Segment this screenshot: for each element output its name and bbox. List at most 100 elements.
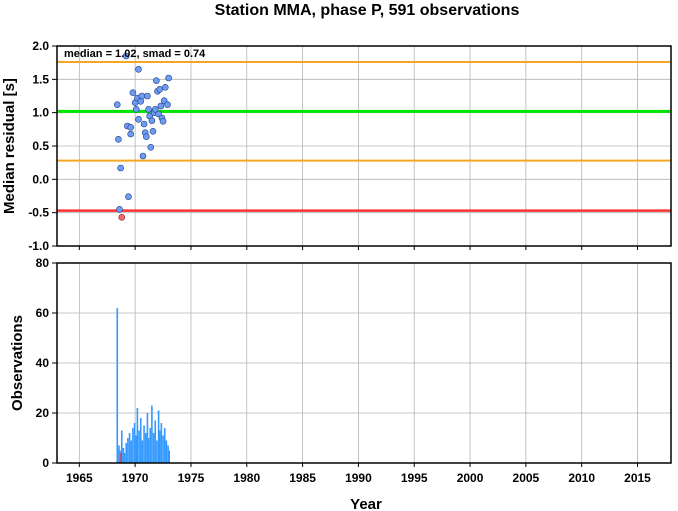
y-tick-label: 40	[36, 356, 50, 370]
residual-point	[145, 106, 152, 113]
residual-point	[157, 102, 165, 110]
median-smad-annotation: median = 1.02, smad = 0.74	[64, 48, 206, 60]
residual-point	[143, 133, 150, 140]
y-tick-label: -0.5	[28, 206, 49, 220]
residual-point	[147, 144, 155, 151]
residual-point	[165, 74, 172, 82]
observations-y-axis-label: Observations	[9, 315, 26, 411]
residual-point	[135, 66, 142, 73]
x-tick-label: 1965	[66, 471, 93, 485]
residual-point	[122, 52, 130, 60]
residual-point	[148, 117, 156, 124]
observation-bar	[123, 453, 126, 463]
observation-bar	[162, 435, 164, 463]
observation-bar	[152, 433, 155, 463]
y-tick-label: 0.5	[32, 139, 49, 153]
observation-bar	[127, 438, 129, 463]
observation-bar	[130, 440, 133, 463]
observation-bar	[144, 433, 147, 463]
y-tick-label: 60	[36, 306, 50, 320]
residual-point	[153, 77, 160, 84]
observation-bar	[149, 428, 152, 463]
year-x-ticks: 1965 1970 1975 1980 1985 1990 1995 2000 2005 2010…	[66, 471, 651, 485]
observation-bar	[128, 433, 131, 463]
observation-bar	[118, 445, 120, 463]
x-tick-label: 1970	[122, 471, 149, 485]
observation-bar	[141, 440, 144, 463]
residual-point	[127, 124, 134, 131]
x-tick-label: 2005	[513, 471, 540, 485]
y-tick-label: 0	[42, 456, 49, 470]
residual-point	[151, 106, 159, 113]
observation-bar	[168, 450, 170, 463]
x-tick-label: 2015	[624, 471, 651, 485]
observation-bar	[125, 443, 128, 463]
observation-bar	[165, 440, 168, 463]
residual-point	[159, 118, 167, 125]
residual-point	[129, 89, 137, 96]
observation-bar	[157, 410, 160, 463]
observation-bar	[116, 308, 119, 463]
residual-point	[116, 206, 123, 213]
residual-point	[161, 84, 169, 91]
x-tick-label: 1990	[345, 471, 372, 485]
x-tick-label: 2000	[457, 471, 484, 485]
observation-bar	[154, 420, 157, 463]
residual-point	[156, 86, 164, 93]
residual-point	[164, 101, 171, 108]
observation-bar	[163, 428, 166, 463]
observation-bar	[135, 435, 138, 463]
residual-point	[127, 130, 134, 138]
residual-point	[137, 98, 145, 105]
x-tick-label: 1980	[233, 471, 260, 485]
observations-bars	[116, 308, 170, 463]
residual-point	[113, 101, 121, 108]
observation-bar	[122, 448, 125, 463]
x-tick-label: 1985	[289, 471, 316, 485]
x-tick-label: 1975	[178, 471, 205, 485]
residual-point	[139, 152, 147, 160]
y-tick-label: 20	[36, 406, 50, 420]
observations-panel: 80 60 40 20 0 1965 1970 1975 1980 1985 1990 1995 20…	[9, 256, 672, 511]
residual-y-ticks: 2.0 1.5 1.0 0.5 0.0 -0.5 -1.0	[28, 39, 57, 253]
y-tick-label: 80	[36, 256, 50, 270]
observation-bar	[151, 405, 153, 463]
residual-point	[140, 120, 148, 128]
residual-point	[132, 106, 140, 113]
observation-bar	[160, 423, 163, 463]
residual-point	[117, 164, 124, 172]
y-tick-label: 1.5	[32, 72, 49, 86]
observation-bar	[147, 438, 150, 463]
y-tick-label: 1.0	[32, 106, 49, 120]
y-tick-label: -1.0	[28, 239, 49, 253]
observation-bar	[139, 418, 142, 463]
residual-points	[113, 52, 172, 221]
chart-title: Station MMA, phase P, 591 observations	[215, 2, 520, 19]
residual-point	[125, 193, 132, 200]
observation-bar	[158, 430, 161, 463]
observation-bar	[156, 440, 158, 463]
outlier-bar	[120, 453, 122, 463]
x-tick-label: 1995	[401, 471, 428, 485]
residual-point	[115, 136, 122, 143]
observation-bar	[120, 430, 123, 463]
observation-bar	[133, 423, 136, 463]
residual-point	[135, 116, 142, 123]
x-axis-label: Year	[350, 496, 382, 511]
observation-bar	[136, 408, 139, 463]
observations-y-ticks: 80 60 40 20 0	[36, 256, 57, 470]
observation-bar	[143, 425, 145, 463]
observation-bar	[167, 445, 169, 463]
observations-grid	[57, 262, 671, 467]
x-tick-label: 2010	[568, 471, 595, 485]
outlier-point	[118, 214, 126, 221]
residual-point	[138, 92, 146, 100]
residual-panel: 2.0 1.5 1.0 0.5 0.0 -0.5 -1.0 median = 1.02, s…	[1, 39, 672, 253]
observation-bar	[132, 428, 134, 463]
observation-bar	[119, 450, 121, 463]
observation-bar	[138, 430, 140, 463]
y-tick-label: 2.0	[32, 39, 49, 53]
residual-y-axis-label: Median residual [s]	[1, 78, 18, 214]
observation-bar	[146, 413, 149, 463]
